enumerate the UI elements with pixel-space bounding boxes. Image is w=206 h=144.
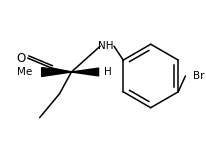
Polygon shape <box>75 71 78 73</box>
Text: O: O <box>16 52 25 65</box>
Text: Br: Br <box>192 71 204 81</box>
Polygon shape <box>91 69 94 75</box>
Text: Me: Me <box>17 67 33 77</box>
Text: NH: NH <box>98 41 113 51</box>
Polygon shape <box>83 70 86 74</box>
Text: H: H <box>104 67 111 77</box>
Polygon shape <box>41 68 71 76</box>
Polygon shape <box>95 68 98 76</box>
Polygon shape <box>79 70 82 74</box>
Polygon shape <box>87 69 90 75</box>
